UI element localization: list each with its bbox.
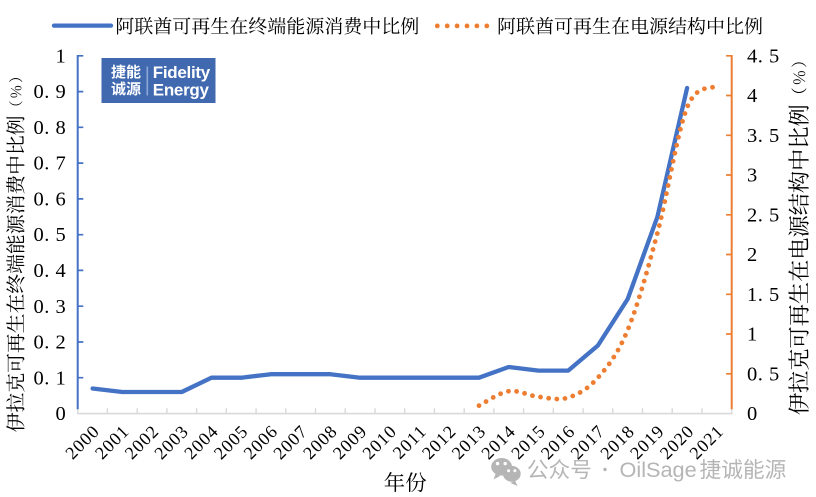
svg-text:0. 3: 0. 3 [33, 296, 66, 318]
svg-text:Fidelity: Fidelity [153, 63, 211, 82]
svg-text:3: 3 [747, 165, 758, 187]
svg-text:Energy: Energy [153, 80, 210, 99]
svg-text:4: 4 [747, 85, 758, 107]
svg-text:1. 5: 1. 5 [747, 284, 780, 306]
svg-text:0. 5: 0. 5 [747, 363, 780, 385]
svg-text:2: 2 [747, 244, 758, 266]
svg-text:0. 1: 0. 1 [33, 367, 66, 389]
svg-text:0. 8: 0. 8 [33, 117, 66, 139]
svg-text:1: 1 [55, 45, 66, 67]
svg-text:0. 2: 0. 2 [33, 332, 66, 354]
svg-text:OilSage: OilSage [620, 457, 697, 482]
svg-text:2. 5: 2. 5 [747, 204, 780, 226]
svg-text:0: 0 [747, 403, 758, 425]
svg-text:3. 5: 3. 5 [747, 125, 780, 147]
svg-text:0. 9: 0. 9 [33, 81, 66, 103]
svg-text:0. 6: 0. 6 [33, 189, 66, 211]
svg-text:0. 4: 0. 4 [33, 260, 66, 282]
svg-text:0: 0 [55, 403, 66, 425]
svg-text:4. 5: 4. 5 [747, 45, 780, 67]
svg-text:1: 1 [747, 324, 758, 346]
svg-text:0. 7: 0. 7 [33, 153, 66, 175]
svg-text:0. 5: 0. 5 [33, 224, 66, 246]
